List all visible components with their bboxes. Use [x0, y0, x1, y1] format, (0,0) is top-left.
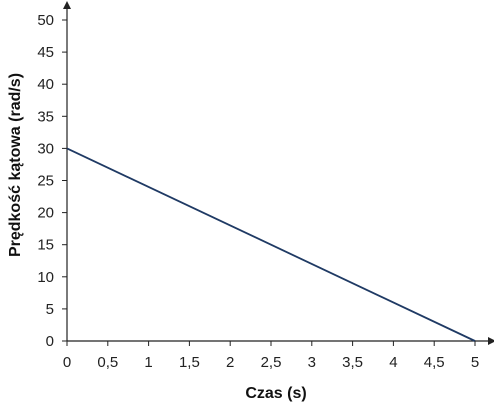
y-tick-label: 30 — [37, 140, 54, 157]
x-tick-label: 1,5 — [179, 354, 200, 371]
y-tick-label: 35 — [37, 108, 54, 125]
y-tick-label: 20 — [37, 205, 54, 222]
y-tick-label: 15 — [37, 237, 54, 254]
y-tick-label: 0 — [46, 333, 54, 350]
y-axis: 0 5 10 15 20 25 30 35 40 45 50 — [37, 1, 71, 350]
x-tick-label: 2,5 — [261, 354, 282, 371]
series-line — [66, 147, 476, 342]
x-tick-label: 2 — [226, 354, 234, 371]
x-tick-label: 4,5 — [424, 354, 445, 371]
y-tick-label: 10 — [37, 269, 54, 286]
y-axis-arrow — [63, 1, 71, 9]
x-tick-label: 5 — [471, 354, 479, 371]
y-axis-title: Prędkość kątowa (rad/s) — [7, 73, 24, 257]
x-axis: 0 0,5 1 1,5 2 2,5 3 3,5 4 4,5 5 — [63, 337, 494, 371]
x-tick-label: 0,5 — [97, 354, 118, 371]
y-tick-label: 50 — [37, 12, 54, 29]
series-layer — [66, 147, 476, 342]
y-tick-label: 5 — [46, 301, 54, 318]
x-tick-label: 1 — [144, 354, 152, 371]
x-tick-label: 0 — [63, 354, 71, 371]
y-tick-label: 40 — [37, 76, 54, 93]
y-tick-label: 45 — [37, 44, 54, 61]
y-tick-label: 25 — [37, 173, 54, 190]
x-axis-arrow — [488, 337, 494, 345]
x-tick-label: 3,5 — [342, 354, 363, 371]
x-tick-label: 3 — [308, 354, 316, 371]
x-axis-title: Czas (s) — [245, 385, 306, 402]
x-tick-label: 4 — [389, 354, 397, 371]
